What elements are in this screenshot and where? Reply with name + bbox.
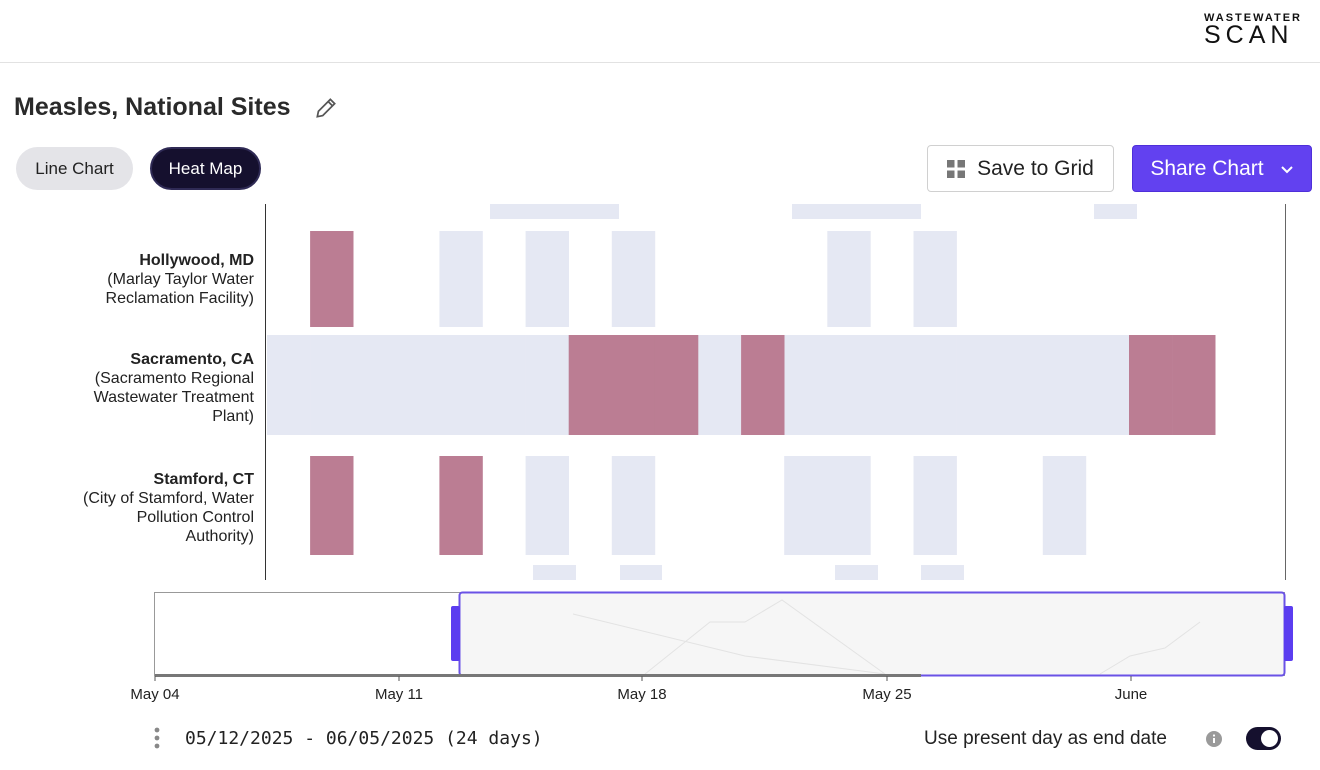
brush-axis-tick-label: May 11	[375, 686, 423, 703]
heatmap-cell-not-detected	[913, 456, 957, 555]
brush-overview-frame	[154, 592, 1285, 676]
heatmap-cell-not-detected	[525, 231, 569, 327]
heatmap-cell-not-detected	[525, 335, 569, 435]
heatmap-cell-not-detected	[396, 335, 440, 435]
site-label-sacramento: Sacramento, CA (Sacramento Regional Wast…	[14, 350, 254, 426]
heatmap-cell-not-detected	[827, 456, 871, 555]
heatmap-cell-detected	[741, 335, 785, 435]
heatmap-cell-not-detected	[611, 231, 656, 327]
brush-axis-tick-label: June	[1115, 686, 1148, 703]
present-day-toggle[interactable]	[1246, 727, 1281, 750]
toggle-knob	[1261, 730, 1278, 747]
site-label-stamford: Stamford, CT (City of Stamford, Water Po…	[14, 470, 254, 546]
heatmap-cell-detected	[439, 456, 483, 555]
heatmap-cell-detected	[1129, 335, 1173, 435]
heatmap-cell-not-detected	[913, 335, 957, 435]
heatmap-cell-not-detected	[353, 335, 397, 435]
site-facility-line: Reclamation Facility)	[105, 290, 254, 307]
heatmap-cell-not-detected	[1042, 335, 1087, 435]
heatmap-cell-not-detected	[1042, 456, 1087, 555]
heatmap-cell-not-detected	[439, 335, 483, 435]
site-facility-line: Wastewater Treatment	[93, 389, 254, 406]
heatmap-offscreen-strip	[835, 565, 878, 580]
share-chart-button[interactable]: Share Chart	[1132, 145, 1312, 192]
heatmap-cell-not-detected	[827, 335, 871, 435]
brush-sparkline	[1099, 621, 1201, 675]
save-to-grid-button[interactable]: Save to Grid	[927, 145, 1114, 192]
brush-selection	[458, 591, 1286, 677]
site-facility-line: Pollution Control	[136, 509, 254, 526]
heatmap-cell-detected	[568, 335, 613, 435]
heatmap-offscreen-strip	[533, 565, 576, 580]
heatmap-cell-not-detected	[439, 231, 483, 327]
brush-axis-tick-label: May 04	[130, 686, 179, 703]
page-title: Measles, National Sites	[14, 93, 291, 121]
heatmap-cell-not-detected	[827, 231, 871, 327]
brand-logo-top: WASTEWATER	[1203, 12, 1302, 24]
site-facility-line: (City of Stamford, Water	[83, 490, 254, 507]
heatmap-cell-not-detected	[956, 335, 1000, 435]
heatmap-cell-not-detected	[525, 456, 569, 555]
heatmap-cell-detected	[310, 456, 354, 555]
grid-icon	[947, 159, 966, 178]
site-facility-line: Authority)	[185, 528, 254, 545]
top-bar: WASTEWATER SCAN	[0, 0, 1320, 63]
heatmap-cell-not-detected	[482, 335, 526, 435]
site-facility-line: Plant)	[212, 408, 254, 425]
site-name: Sacramento, CA	[130, 351, 254, 368]
heatmap-cell-not-detected	[784, 335, 828, 435]
pencil-icon[interactable]	[313, 95, 339, 121]
site-facility-line: (Marlay Taylor Water	[107, 271, 254, 288]
site-facility-line: (Sacramento Regional	[94, 370, 254, 387]
heatmap-cell-not-detected	[698, 335, 742, 435]
save-to-grid-label: Save to Grid	[977, 156, 1094, 180]
heatmap-cell-not-detected	[913, 231, 957, 327]
heatmap-offscreen-strip	[792, 204, 921, 219]
heatmap-cell-not-detected	[784, 456, 828, 555]
brush-right-handle	[1284, 606, 1293, 661]
date-range-text: 05/12/2025 - 06/05/2025 (24 days)	[185, 728, 543, 749]
site-label-hollywood: Hollywood, MD (Marlay Taylor Water Recla…	[14, 251, 254, 308]
chevron-down-icon	[1280, 165, 1293, 173]
heatmap-cell-detected	[1172, 335, 1216, 435]
heatmap-offscreen-strip	[1094, 204, 1137, 219]
site-name: Stamford, CT	[153, 471, 254, 488]
heat-map-tab[interactable]: Heat Map	[150, 147, 261, 190]
heatmap-cell-not-detected	[611, 456, 656, 555]
heatmap-cell-not-detected	[310, 335, 354, 435]
share-chart-label: Share Chart	[1150, 156, 1264, 180]
brand-logo-bottom: SCAN	[1203, 21, 1294, 49]
heatmap-cell-not-detected	[1085, 335, 1130, 435]
info-icon[interactable]	[1206, 731, 1222, 747]
brush-axis-tick-label: May 18	[617, 686, 666, 703]
heatmap-cell-detected	[654, 335, 699, 435]
heatmap-cell-detected	[611, 335, 656, 435]
brush-left-handle	[451, 606, 460, 661]
heatmap-offscreen-strip	[921, 565, 964, 580]
heatmap-offscreen-strip	[490, 204, 619, 219]
brand-logo[interactable]: WASTEWATER SCAN	[1203, 12, 1302, 49]
heatmap-cell-not-detected	[870, 335, 914, 435]
heatmap-cell-not-detected	[267, 335, 311, 435]
heatmap-cell-detected	[310, 231, 354, 327]
present-day-label: Use present day as end date	[924, 728, 1167, 749]
heatmap-cell-not-detected	[999, 335, 1044, 435]
brush-sparkline	[572, 613, 886, 675]
site-name: Hollywood, MD	[139, 252, 254, 269]
more-options-icon[interactable]	[150, 726, 164, 752]
brush-sparkline	[644, 599, 886, 675]
title-row: Measles, National Sites	[14, 93, 339, 122]
line-chart-tab[interactable]: Line Chart	[16, 147, 133, 190]
brush-axis-tick-label: May 25	[862, 686, 911, 703]
heatmap-offscreen-strip	[620, 565, 662, 580]
